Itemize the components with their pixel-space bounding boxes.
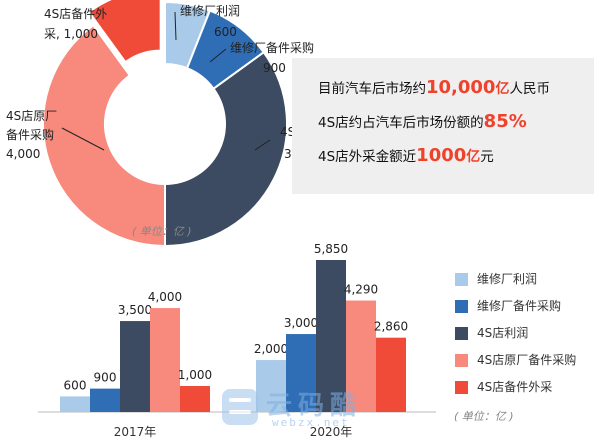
watermark: 云码酷 webzx.net bbox=[222, 383, 382, 431]
donut-label-repair-parts-value: 900 bbox=[263, 61, 286, 75]
summary-line-market-size: 目前汽车后市场约10,000亿人民币 bbox=[318, 77, 550, 98]
bar-repair-parts-2020 bbox=[286, 334, 316, 412]
bar-dealer-outsourced-2020 bbox=[376, 337, 406, 412]
bar-dealer-profit-2017 bbox=[120, 321, 150, 412]
bar-dealer-oem-parts-2020 bbox=[346, 300, 376, 412]
dealer-share-value: 85% bbox=[483, 111, 527, 132]
bar-label-repair-profit-2020: 2,000 bbox=[254, 342, 288, 356]
unit-label-top: ( 单位：亿 ) bbox=[132, 225, 192, 238]
donut-leader-line bbox=[174, 11, 177, 41]
watermark-logo-icon bbox=[222, 389, 258, 425]
bar-repair-profit-2020 bbox=[256, 360, 286, 412]
legend-swatch bbox=[455, 381, 468, 394]
bar-label-repair-parts-2017: 900 bbox=[94, 371, 117, 385]
watermark-url: webzx.net bbox=[272, 416, 350, 429]
donut-label-repair-profit-name: 维修厂利润 bbox=[180, 3, 240, 18]
bar-label-dealer-outsourced-2020: 2,860 bbox=[374, 320, 408, 334]
donut-slice-dealer-profit bbox=[164, 50, 288, 248]
bar-label-dealer-outsourced-2017: 1,000 bbox=[178, 368, 212, 382]
bar-label-repair-profit-2017: 600 bbox=[64, 378, 87, 392]
donut-label-dealer-oem-parts-name-2: 备件采购 bbox=[6, 127, 54, 142]
bar-label-dealer-oem-parts-2020: 4,290 bbox=[344, 283, 378, 297]
legend-swatch bbox=[455, 273, 468, 286]
donut-leader-line bbox=[209, 48, 227, 63]
donut-label-repair-profit-value: 600 bbox=[214, 25, 237, 39]
watermark-title: 云码酷 bbox=[266, 391, 363, 421]
bar-repair-parts-2017 bbox=[90, 388, 120, 412]
donut-leader-line bbox=[254, 139, 271, 151]
x-tick-label-2017: 2017年 bbox=[114, 425, 157, 439]
bar-label-dealer-profit-2020: 5,850 bbox=[314, 242, 348, 256]
summary-box: 目前汽车后市场约10,000亿人民币 4S店约占汽车后市场份额的85% 4S店外… bbox=[292, 58, 594, 194]
legend-swatch bbox=[455, 300, 468, 313]
unit-label-bottom: ( 单位：亿 ) bbox=[454, 410, 514, 423]
donut-leader-line bbox=[61, 127, 105, 151]
legend-swatch bbox=[455, 354, 468, 367]
donut-label-dealer-outsourced-name: 4S店备件外 bbox=[44, 7, 107, 21]
bar-dealer-profit-2020 bbox=[316, 260, 346, 412]
bar-dealer-oem-parts-2017 bbox=[150, 308, 180, 412]
bar-repair-profit-2017 bbox=[60, 396, 90, 412]
summary-line-outsourced: 4S店外采金额近1000亿元 bbox=[318, 145, 494, 166]
donut-slice-dealer-outsourced bbox=[87, 0, 162, 64]
legend-swatch bbox=[455, 327, 468, 340]
donut-slice-dealer-oem-parts bbox=[42, 23, 166, 248]
bar-label-dealer-oem-parts-2017: 4,000 bbox=[148, 290, 182, 304]
bar-dealer-outsourced-2017 bbox=[180, 386, 210, 412]
donut-label-repair-parts-name: 维修厂备件采购 bbox=[230, 40, 314, 55]
market-size-value: 10,000 bbox=[426, 77, 496, 98]
x-tick-label-2020: 2020年 bbox=[310, 425, 353, 439]
donut-label-dealer-outsourced-value: 采, 1,000 bbox=[44, 27, 98, 41]
donut-label-dealer-oem-parts-value: 4,000 bbox=[6, 147, 40, 161]
summary-line-dealer-share: 4S店约占汽车后市场份额的85% bbox=[318, 111, 527, 132]
outsourced-value: 1000 bbox=[416, 145, 467, 166]
donut-chart: 维修厂利润600维修厂备件采购9004S店利润3,5004S店原厂备件采购4,0… bbox=[6, 0, 331, 248]
bar-label-dealer-profit-2017: 3,500 bbox=[118, 303, 152, 317]
bar-label-repair-parts-2020: 3,000 bbox=[284, 316, 318, 330]
donut-label-dealer-oem-parts-name: 4S店原厂 bbox=[6, 109, 57, 123]
